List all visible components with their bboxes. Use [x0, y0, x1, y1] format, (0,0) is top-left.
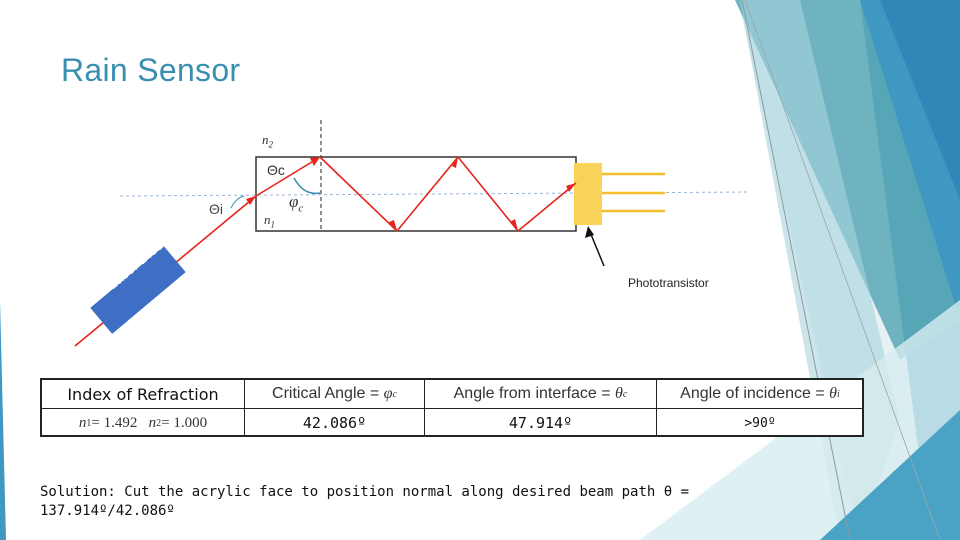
deco-left-sliver	[0, 300, 6, 540]
table-vline	[244, 380, 245, 435]
solution-text: Solution: Cut the acrylic face to positi…	[40, 483, 740, 521]
deco-line	[744, 0, 941, 540]
table-hline	[42, 408, 862, 409]
label-n1: n1	[264, 212, 275, 230]
label-phototransistor: Phototransistor	[628, 276, 709, 290]
label-theta-c: Θc	[267, 162, 285, 178]
cell-angle-from-interface: 47.914º	[508, 414, 573, 432]
solution-line-1: Solution: Cut the acrylic face to positi…	[40, 484, 690, 500]
deco-shape-low-teal	[820, 410, 960, 540]
solution-line-2: 137.914º/42.086º	[40, 503, 175, 519]
theta-i-arc	[230, 195, 245, 209]
label-theta-i: Θi	[209, 201, 223, 217]
beam-arrowheads	[246, 157, 576, 231]
cell-angle-of-incidence: >90º	[744, 415, 776, 431]
label-n2: n2	[262, 132, 273, 150]
pointer-line	[589, 231, 605, 267]
pointer-arrowhead	[585, 226, 594, 238]
label-phi-c: φc	[289, 192, 304, 215]
phi-arc	[293, 177, 321, 195]
cell-critical-angle: 42.086º	[302, 414, 367, 432]
header-index-of-refraction: Index of Refraction	[67, 384, 219, 404]
slide-title: Rain Sensor	[61, 52, 241, 88]
table-vline	[424, 380, 425, 435]
deco-shape-blue	[880, 0, 960, 200]
table-vline	[656, 380, 657, 435]
deco-line	[741, 0, 851, 540]
laser-diode	[90, 246, 186, 334]
phototransistor-body	[574, 163, 602, 225]
